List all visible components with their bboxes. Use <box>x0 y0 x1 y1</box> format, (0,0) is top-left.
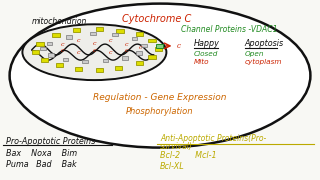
Bar <box>66 35 72 39</box>
Bar <box>116 29 124 33</box>
Bar <box>63 58 68 61</box>
Text: c: c <box>77 50 80 55</box>
Bar <box>90 32 96 35</box>
Text: Anti-Apoptotic Proteins(Pro-: Anti-Apoptotic Proteins(Pro- <box>160 134 266 143</box>
Text: Regulation - Gene Expression: Regulation - Gene Expression <box>93 93 227 102</box>
Text: Mito: Mito <box>194 59 209 65</box>
Text: Pro-Apoptotic Proteins: Pro-Apoptotic Proteins <box>6 137 96 146</box>
Text: c: c <box>109 50 112 55</box>
Text: Channel Proteins -VDAC1: Channel Proteins -VDAC1 <box>181 25 277 34</box>
Text: Phosphorylation: Phosphorylation <box>126 107 194 116</box>
Text: c: c <box>93 48 96 53</box>
Bar <box>56 63 63 67</box>
Text: Bax    Noxa    Bim: Bax Noxa Bim <box>6 149 77 158</box>
Bar <box>148 55 156 59</box>
Bar <box>156 44 163 48</box>
Text: Happy: Happy <box>194 39 220 48</box>
Text: Apoptosis: Apoptosis <box>245 39 284 48</box>
Text: mitochondrion: mitochondrion <box>32 17 87 26</box>
Bar <box>136 61 143 65</box>
Bar <box>52 33 60 37</box>
Text: c: c <box>61 42 64 47</box>
Bar <box>155 47 162 51</box>
Text: Cytochrome C: Cytochrome C <box>122 14 191 24</box>
Bar <box>141 44 147 47</box>
Text: c: c <box>177 42 181 50</box>
Bar <box>48 53 54 57</box>
Bar <box>32 50 39 54</box>
Bar <box>132 37 137 40</box>
Bar <box>136 32 143 36</box>
Text: c: c <box>125 42 128 47</box>
Bar <box>148 39 156 42</box>
Ellipse shape <box>22 24 166 80</box>
Text: c: c <box>93 41 96 46</box>
Bar <box>115 66 122 70</box>
Text: c: c <box>109 38 112 43</box>
Text: c: c <box>61 48 64 53</box>
Bar <box>136 51 142 55</box>
Bar <box>112 33 118 36</box>
Text: survival): survival) <box>160 142 193 151</box>
Bar <box>82 60 88 63</box>
Text: cytoplasm: cytoplasm <box>245 59 282 65</box>
Bar <box>103 59 108 62</box>
Text: c: c <box>77 38 80 43</box>
Bar <box>41 58 48 62</box>
Text: Puma   Bad    Bak: Puma Bad Bak <box>6 160 77 169</box>
Bar <box>36 42 44 46</box>
Text: Bcl-XL: Bcl-XL <box>160 162 185 171</box>
Text: Closed: Closed <box>194 51 218 57</box>
Ellipse shape <box>10 4 310 148</box>
Bar <box>47 42 52 45</box>
Bar <box>75 67 82 71</box>
Text: Open: Open <box>245 51 264 57</box>
Text: c: c <box>139 45 142 50</box>
Text: Bcl-2      Mcl-1: Bcl-2 Mcl-1 <box>160 151 217 160</box>
Bar <box>122 56 128 60</box>
Bar <box>96 27 103 31</box>
Bar <box>96 68 103 72</box>
Bar <box>73 28 80 32</box>
Bar <box>40 47 46 50</box>
Text: c: c <box>125 48 128 53</box>
